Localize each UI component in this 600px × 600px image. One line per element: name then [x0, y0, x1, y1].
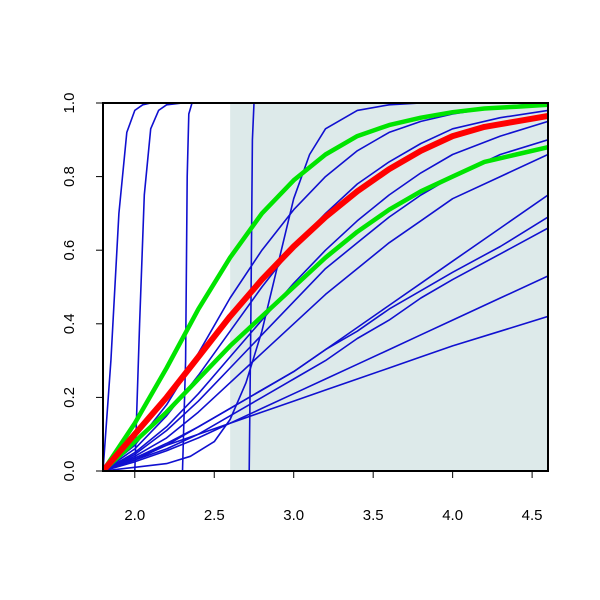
series-line-14: [103, 315, 548, 471]
x-tick-label: 3.5: [363, 507, 384, 524]
band-line-15: [103, 103, 548, 471]
x-tick-label: 4.5: [522, 507, 543, 524]
x-tick-label: 3.0: [283, 507, 304, 524]
series-line-0: [103, 103, 548, 471]
series-line-7: [103, 120, 548, 471]
x-tick-label: 2.0: [124, 507, 145, 524]
series-line-13: [103, 275, 548, 471]
series-line-3: [248, 103, 548, 471]
series-line-1: [134, 103, 548, 471]
y-tick-label: 0.6: [61, 240, 78, 261]
series-line-12: [103, 227, 548, 471]
series-line-2: [181, 103, 548, 471]
y-tick-label: 0.0: [61, 461, 78, 482]
plot-frame: [102, 102, 549, 472]
y-tick-label: 0.2: [61, 387, 78, 408]
y-tick-label: 0.4: [61, 313, 78, 334]
series-line-9: [103, 153, 548, 471]
y-axis: 0.0 0.2 0.4 0.6 0.8 1.0: [61, 93, 103, 482]
shaded-region: [230, 103, 548, 471]
y-tick-label: 0.8: [61, 166, 78, 187]
y-tick-label: 1.0: [61, 93, 78, 114]
band-line-17: [103, 144, 548, 471]
series-line-4: [103, 103, 548, 471]
series-line-11: [103, 194, 548, 471]
x-axis: 2.0 2.5 3.0 3.5 4.0 4.5: [124, 471, 543, 524]
central-line: [103, 112, 548, 471]
x-tick-label: 4.0: [442, 507, 463, 524]
series-layer: [103, 103, 548, 471]
x-tick-label: 2.5: [204, 507, 225, 524]
